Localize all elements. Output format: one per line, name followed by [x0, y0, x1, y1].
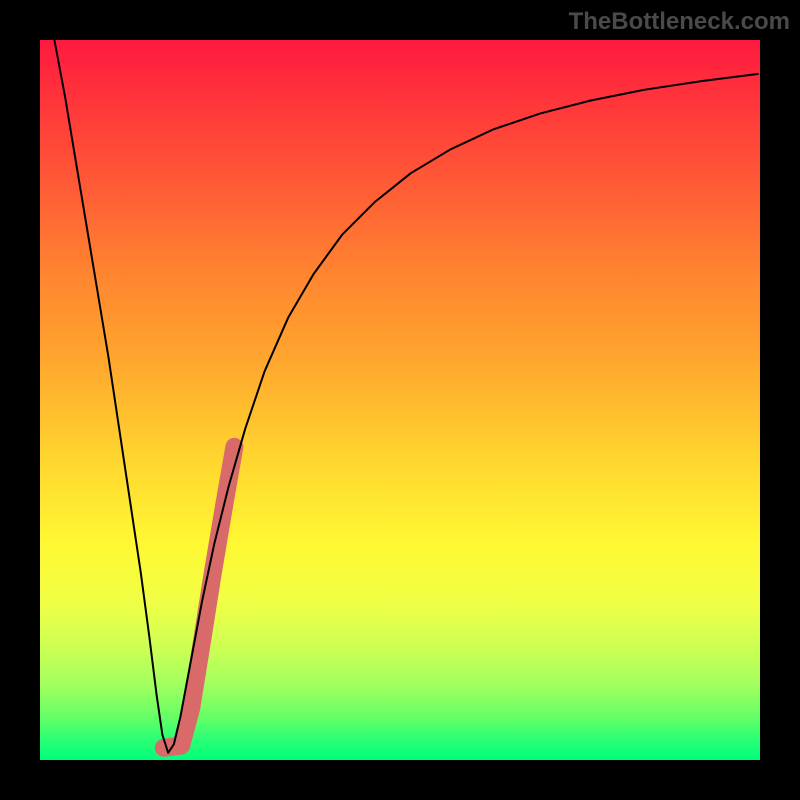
- chart-stage: TheBottleneck.com: [0, 0, 800, 800]
- plot-background: [40, 40, 760, 760]
- bottleneck-chart: [0, 0, 800, 800]
